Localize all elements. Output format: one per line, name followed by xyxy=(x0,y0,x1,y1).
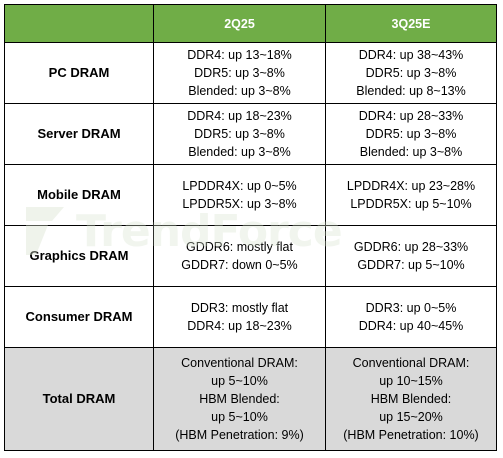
cell-line: DDR4: up 18~23% xyxy=(187,109,292,123)
cell-2q25: DDR4: up 13~18% DDR5: up 3~8% Blended: u… xyxy=(153,42,326,104)
cell-line: DDR5: up 3~8% xyxy=(365,127,457,141)
cell-line: LPDDR4X: up 23~28% xyxy=(346,179,476,193)
cell-line: HBM Blended: xyxy=(199,392,280,406)
row-graphics-dram: Graphics DRAM GDDR6: mostly flat GDDR7: … xyxy=(4,225,497,287)
cell-line: LPDDR5X: up 5~10% xyxy=(350,197,472,211)
row-pc-dram: PC DRAM DDR4: up 13~18% DDR5: up 3~8% Bl… xyxy=(4,42,497,104)
cell-line: GDDR7: down 0~5% xyxy=(181,258,298,272)
cell-line: DDR4: up 38~43% xyxy=(358,48,464,62)
cell-line: DDR5: up 3~8% xyxy=(194,66,285,80)
header-2q25: 2Q25 xyxy=(153,4,326,43)
cell-line: DDR5: up 3~8% xyxy=(365,66,457,80)
header-corner xyxy=(4,4,154,43)
cell-line: Conventional DRAM: xyxy=(181,356,298,370)
cell-line: Blended: up 8~13% xyxy=(356,84,466,98)
cell-line: Blended: up 3~8% xyxy=(188,145,291,159)
cell-line: Blended: up 3~8% xyxy=(359,145,463,159)
cell-2q25: GDDR6: mostly flat GDDR7: down 0~5% xyxy=(153,225,326,287)
row-label: Total DRAM xyxy=(4,347,154,451)
row-label: Graphics DRAM xyxy=(4,225,154,287)
cell-line: Blended: up 3~8% xyxy=(188,84,291,98)
cell-2q25: DDR4: up 18~23% DDR5: up 3~8% Blended: u… xyxy=(153,103,326,165)
row-total-dram: Total DRAM Conventional DRAM: up 5~10% H… xyxy=(4,347,497,451)
cell-line: up 15~20% xyxy=(379,410,443,424)
cell-line: DDR5: up 3~8% xyxy=(194,127,285,141)
row-label: Mobile DRAM xyxy=(4,164,154,226)
cell-line: up 5~10% xyxy=(211,410,268,424)
cell-2q25: DDR3: mostly flat DDR4: up 18~23% xyxy=(153,286,326,348)
row-label: PC DRAM xyxy=(4,42,154,104)
dram-price-table: 2Q25 3Q25E PC DRAM DDR4: up 13~18% DDR5:… xyxy=(4,4,497,451)
header-3q25e: 3Q25E xyxy=(325,4,497,43)
cell-3q25e: Conventional DRAM: up 10~15% HBM Blended… xyxy=(325,347,497,451)
cell-line: (HBM Penetration: 10%) xyxy=(343,428,479,442)
cell-3q25e: DDR4: up 38~43% DDR5: up 3~8% Blended: u… xyxy=(325,42,497,104)
cell-line: up 5~10% xyxy=(211,374,268,388)
cell-2q25: LPDDR4X: up 0~5% LPDDR5X: up 3~8% xyxy=(153,164,326,226)
cell-line: DDR4: up 28~33% xyxy=(358,109,464,123)
row-label: Consumer DRAM xyxy=(4,286,154,348)
cell-line: DDR3: up 0~5% xyxy=(365,301,457,315)
cell-line: GDDR6: mostly flat xyxy=(186,240,293,254)
row-label: Server DRAM xyxy=(4,103,154,165)
cell-line: DDR3: mostly flat xyxy=(190,301,289,315)
row-server-dram: Server DRAM DDR4: up 18~23% DDR5: up 3~8… xyxy=(4,103,497,165)
header-row: 2Q25 3Q25E xyxy=(4,4,497,43)
cell-line: DDR4: up 18~23% xyxy=(187,319,292,333)
cell-line: DDR4: up 13~18% xyxy=(187,48,292,62)
cell-line: GDDR6: up 28~33% xyxy=(353,240,469,254)
cell-line: (HBM Penetration: 9%) xyxy=(175,428,304,442)
cell-3q25e: DDR4: up 28~33% DDR5: up 3~8% Blended: u… xyxy=(325,103,497,165)
cell-line: GDDR7: up 5~10% xyxy=(357,258,465,272)
row-consumer-dram: Consumer DRAM DDR3: mostly flat DDR4: up… xyxy=(4,286,497,348)
cell-3q25e: LPDDR4X: up 23~28% LPDDR5X: up 5~10% xyxy=(325,164,497,226)
cell-line: HBM Blended: xyxy=(370,392,452,406)
cell-line: LPDDR5X: up 3~8% xyxy=(182,197,297,211)
row-mobile-dram: Mobile DRAM LPDDR4X: up 0~5% LPDDR5X: up… xyxy=(4,164,497,226)
cell-2q25: Conventional DRAM: up 5~10% HBM Blended:… xyxy=(153,347,326,451)
cell-3q25e: GDDR6: up 28~33% GDDR7: up 5~10% xyxy=(325,225,497,287)
cell-line: LPDDR4X: up 0~5% xyxy=(182,179,297,193)
cell-3q25e: DDR3: up 0~5% DDR4: up 40~45% xyxy=(325,286,497,348)
cell-line: DDR4: up 40~45% xyxy=(358,319,464,333)
cell-line: Conventional DRAM: xyxy=(352,356,470,370)
cell-line: up 10~15% xyxy=(379,374,443,388)
